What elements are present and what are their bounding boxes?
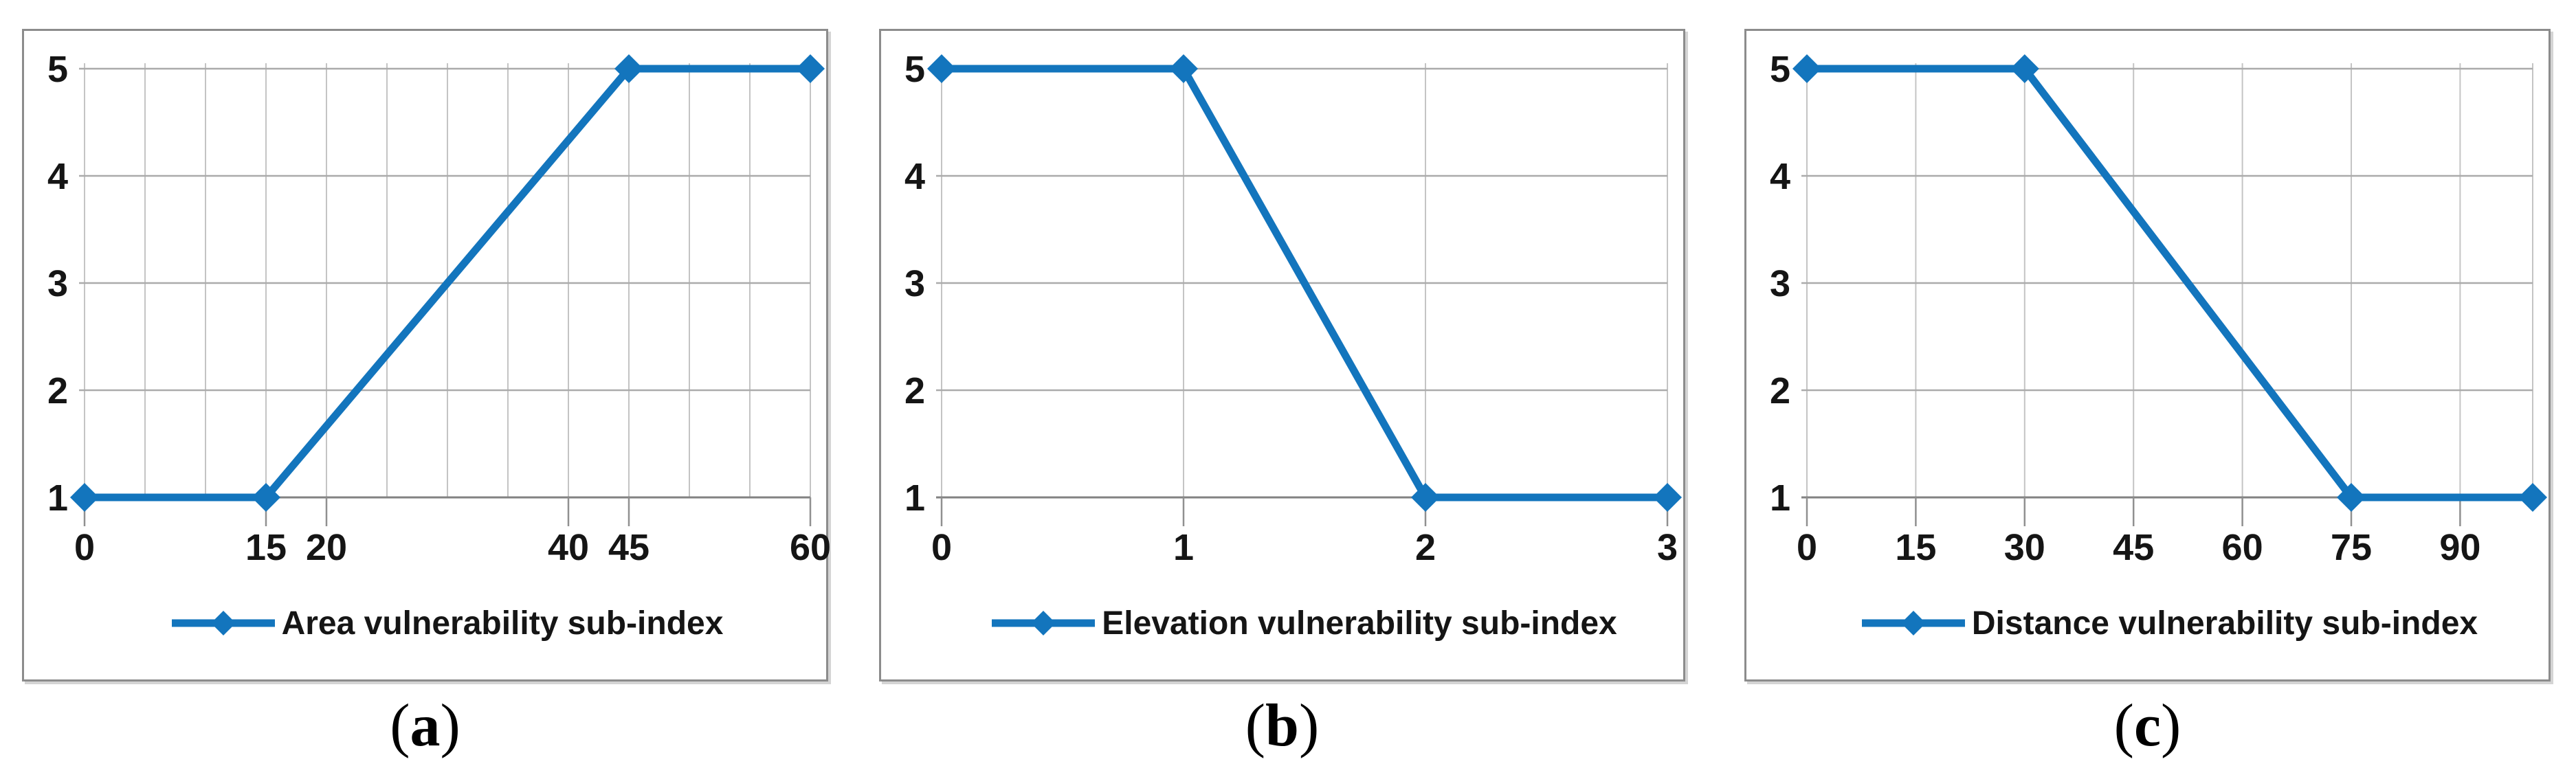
- caption-paren-open: (: [2113, 692, 2134, 759]
- legend-line-diamond-icon: [171, 611, 275, 635]
- chart-a-legend: Area vulnerability sub-index: [85, 604, 810, 642]
- caption-b: (b): [879, 687, 1685, 764]
- svg-text:3: 3: [904, 263, 925, 304]
- vertical-gridlines: [84, 63, 811, 497]
- svg-text:5: 5: [904, 49, 925, 90]
- svg-text:3: 3: [1657, 527, 1678, 568]
- svg-text:60: 60: [2222, 527, 2263, 568]
- series-markers: [927, 54, 1682, 512]
- caption-a: (a): [22, 687, 828, 764]
- series-line: [937, 65, 1672, 502]
- svg-text:60: 60: [790, 527, 831, 568]
- legend-label: Distance vulnerability sub-index: [1971, 605, 2478, 642]
- caption-letter: c: [2133, 692, 2162, 759]
- svg-text:5: 5: [1770, 49, 1790, 90]
- horizontal-gridlines: [1801, 67, 2533, 392]
- series-line: [80, 65, 814, 502]
- chart-panel-a: 1 2 3 4 5 0 15 20 40 45 60 Area vulnerability sub-…: [22, 29, 831, 681]
- svg-text:45: 45: [2113, 527, 2154, 568]
- svg-text:3: 3: [47, 263, 68, 304]
- svg-text:2: 2: [47, 370, 68, 412]
- series-markers: [70, 54, 825, 512]
- svg-text:75: 75: [2331, 527, 2372, 568]
- horizontal-gridlines: [79, 67, 810, 392]
- vertical-gridlines: [1806, 63, 2533, 497]
- svg-text:90: 90: [2439, 527, 2480, 568]
- legend-label: Elevation vulnerability sub-index: [1102, 605, 1617, 642]
- series-markers: [1792, 54, 2547, 512]
- caption-paren-close: ): [440, 692, 460, 759]
- caption-letter: a: [410, 692, 441, 759]
- svg-text:1: 1: [1173, 527, 1194, 568]
- svg-text:2: 2: [1415, 527, 1436, 568]
- y-tick-labels: 1 2 3 4 5: [1770, 49, 1790, 519]
- legend-line-diamond-icon: [1861, 611, 1965, 635]
- caption-paren-close: ): [1298, 692, 1320, 759]
- legend-label: Area vulnerability sub-index: [281, 605, 724, 642]
- x-tick-labels: 0 1 2 3: [931, 527, 1678, 568]
- y-tick-labels: 1 2 3 4 5: [47, 49, 68, 519]
- x-tick-labels: 0 15 30 45 60 75 90: [1797, 527, 2480, 568]
- svg-text:2: 2: [904, 370, 925, 412]
- svg-text:4: 4: [904, 156, 925, 197]
- caption-letter: b: [1265, 692, 1299, 759]
- svg-text:0: 0: [74, 527, 95, 568]
- svg-text:2: 2: [1770, 370, 1790, 412]
- x-tick-labels: 0 15 20 40 45 60: [74, 527, 831, 568]
- x-axis-ticks: [1806, 497, 2461, 526]
- svg-text:4: 4: [1770, 156, 1790, 197]
- caption-c: (c): [1744, 687, 2551, 764]
- svg-text:45: 45: [608, 527, 649, 568]
- chart-c-legend: Distance vulnerability sub-index: [1807, 604, 2533, 642]
- chart-b-legend: Elevation vulnerability sub-index: [942, 604, 1667, 642]
- svg-text:1: 1: [1770, 477, 1790, 519]
- svg-text:0: 0: [1797, 527, 1817, 568]
- svg-text:40: 40: [548, 527, 589, 568]
- caption-paren-close: ): [2161, 692, 2181, 759]
- vertical-gridlines: [941, 63, 1668, 497]
- x-axis-ticks: [83, 497, 812, 526]
- caption-paren-open: (: [390, 692, 410, 759]
- y-tick-labels: 1 2 3 4 5: [904, 49, 925, 519]
- svg-text:4: 4: [47, 156, 68, 197]
- svg-text:20: 20: [306, 527, 347, 568]
- svg-text:15: 15: [1895, 527, 1936, 568]
- svg-text:1: 1: [904, 477, 925, 519]
- chart-panel-c: 1 2 3 4 5 0 15 30 45 60 75 90 Distance vulnerabilit…: [1744, 29, 2551, 681]
- svg-text:15: 15: [245, 527, 287, 568]
- horizontal-gridlines: [936, 67, 1667, 392]
- svg-text:0: 0: [931, 527, 952, 568]
- caption-paren-open: (: [1245, 692, 1266, 759]
- svg-text:1: 1: [47, 477, 68, 519]
- svg-text:3: 3: [1770, 263, 1790, 304]
- series-line: [1803, 65, 2537, 502]
- x-axis-ticks: [940, 497, 1669, 526]
- svg-text:5: 5: [47, 49, 68, 90]
- svg-text:30: 30: [2004, 527, 2045, 568]
- legend-line-diamond-icon: [992, 611, 1096, 635]
